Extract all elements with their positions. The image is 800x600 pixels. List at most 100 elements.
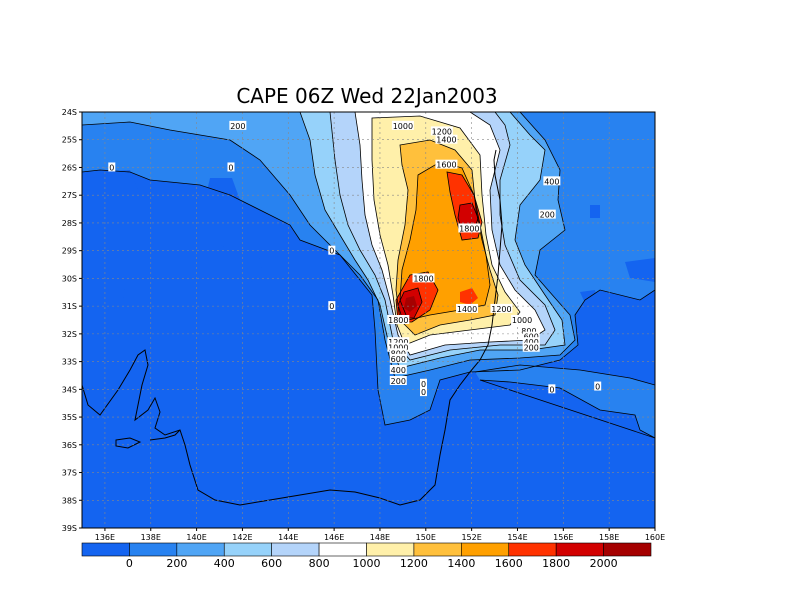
contour-label: 0 [228, 163, 233, 172]
colorbar-label: 400 [214, 557, 235, 570]
contour-label: 1400 [436, 136, 456, 145]
colorbar-swatch [508, 542, 557, 557]
y-tick-label: 35S [62, 413, 77, 422]
y-tick-label: 28S [62, 219, 77, 228]
y-tick-label: 37S [62, 469, 77, 478]
contour-label-bg [227, 162, 235, 172]
colorbar-swatch [318, 542, 367, 557]
y-tick-label: 27S [62, 191, 77, 200]
contour-label: 1800 [388, 316, 408, 325]
grid [82, 112, 655, 528]
plot-frame [81, 111, 656, 529]
band-over-2000 [404, 296, 417, 312]
colorbar-swatch [366, 542, 415, 557]
pocket-0l [358, 415, 384, 442]
contour-label: 1200 [491, 305, 511, 314]
contour-label: 1400 [457, 305, 477, 314]
contour-label-bg [435, 159, 458, 169]
contour-label: 0 [109, 163, 114, 172]
contour-label: 400 [391, 366, 406, 375]
contour-label-bg [412, 273, 435, 283]
colorbar-swatch [176, 542, 225, 557]
contour-label: 0 [329, 247, 334, 256]
y-tick-label: 26S [62, 163, 77, 172]
contour-label: 600 [524, 333, 539, 342]
contour-label-bg [435, 134, 458, 144]
contour-label-bg [522, 337, 540, 347]
colorbar-label: 2000 [590, 557, 618, 570]
x-tick-label: 146E [324, 533, 344, 542]
y-tick-label: 32S [62, 330, 77, 339]
y-tick-label: 33S [62, 358, 77, 367]
contour-label: 1600 [436, 161, 456, 170]
contour-label: 600 [391, 355, 406, 364]
y-axis: 24S 25S 26S 27S 28S 29S 30S 31S 32S 33S 34S 35S 36S 3… [62, 108, 82, 533]
contour-label: 200 [524, 344, 539, 353]
contour-label: 800 [521, 327, 536, 336]
contour-label-bg [328, 245, 336, 255]
colorbar-swatch [271, 542, 320, 557]
contour-label-bg [389, 364, 407, 374]
colorbar-label: 1800 [542, 557, 570, 570]
contour-label-bg [511, 315, 534, 324]
contour-label-bg [420, 387, 428, 397]
x-tick-label: 140E [186, 533, 206, 542]
x-tick-label: 152E [461, 533, 481, 542]
contour-label-bg [108, 162, 116, 172]
x-tick-label: 148E [370, 533, 390, 542]
chart-title: CAPE 06Z Wed 22Jan2003 [236, 84, 497, 108]
pocket-0h [333, 335, 356, 362]
y-tick-label: 25S [62, 136, 77, 145]
colorbar-swatch [413, 542, 462, 557]
x-tick-label: 138E [141, 533, 161, 542]
contour-label-bg [420, 378, 428, 388]
pocket-0e [123, 282, 148, 308]
contour-label-bg [387, 342, 410, 352]
pocket-0d [240, 252, 262, 282]
colorbar-swatch [603, 542, 652, 557]
pocket-0a [82, 170, 140, 195]
colorbar-label: 1600 [495, 557, 523, 570]
contour-label-bg [456, 303, 479, 313]
colorbar-swatch [223, 542, 272, 557]
contour-label-bg [520, 326, 538, 336]
contour-label: 400 [544, 177, 559, 186]
contour-label-bg [389, 376, 407, 386]
contour-label: 0 [595, 383, 600, 392]
colorbar-swatch [129, 542, 178, 557]
pocket-0m [378, 446, 402, 472]
contour-label: 1000 [393, 122, 413, 131]
contour-label-bg [430, 126, 453, 136]
contour-label: 200 [230, 122, 245, 131]
colorbar-swatch [555, 542, 604, 557]
contour-label: 800 [391, 349, 406, 358]
colorbar-label: 1400 [447, 557, 475, 570]
pocket-0j [590, 205, 600, 218]
contour-label: 200 [391, 377, 406, 386]
pocket-0g [288, 280, 310, 308]
pocket-0k [625, 258, 655, 282]
colorbar-label: 1200 [400, 557, 428, 570]
contour-label-bg [522, 331, 540, 341]
contour-label: 1200 [432, 127, 452, 136]
pocket-0i [580, 290, 597, 303]
pocket-0b [205, 178, 240, 200]
colorbar-label: 0 [126, 557, 133, 570]
y-tick-label: 30S [62, 274, 77, 283]
colorbar-label: 600 [261, 557, 282, 570]
pocket-0c [220, 225, 240, 250]
contour-label-bg [490, 303, 513, 313]
contour-label-bg [328, 301, 336, 311]
contour-label: 400 [524, 338, 539, 347]
contour-label: 1200 [388, 338, 408, 347]
y-tick-label: 31S [62, 302, 77, 311]
contour-label: 0 [549, 385, 554, 394]
y-tick-label: 34S [62, 385, 77, 394]
colorbar-label: 1000 [353, 557, 381, 570]
contour-label-bg [594, 381, 602, 391]
colorbar-label: 200 [166, 557, 187, 570]
x-tick-label: 150E [416, 533, 436, 542]
pocket-0f [102, 308, 124, 332]
contour-label-bg [522, 342, 540, 352]
